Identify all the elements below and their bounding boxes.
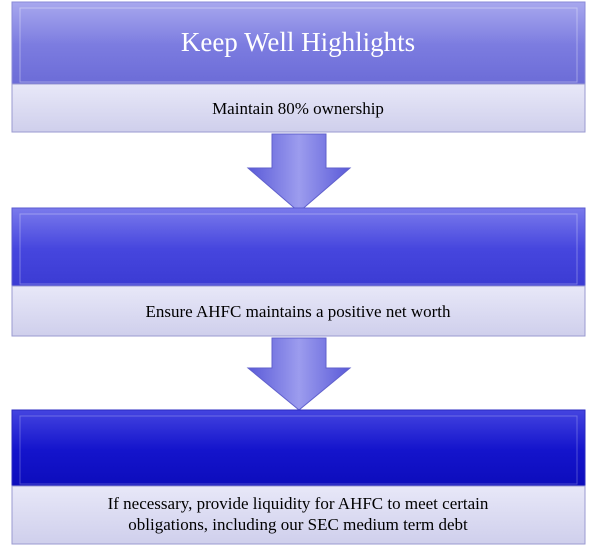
arrow	[246, 133, 352, 213]
bevel	[19, 7, 578, 83]
step-box	[11, 485, 586, 545]
step-text: Ensure AHFC maintains a positive net wor…	[145, 302, 451, 321]
title: Keep Well Highlights	[181, 27, 415, 57]
arrow	[246, 337, 352, 411]
bevel	[19, 415, 578, 485]
header-box	[11, 409, 586, 491]
header-box	[11, 207, 586, 291]
step-text: If necessary, provide liquidity for AHFC…	[108, 494, 489, 513]
step-box	[11, 83, 586, 133]
header-box	[11, 1, 586, 89]
bevel	[19, 213, 578, 285]
step-box	[11, 285, 586, 337]
step-text: obligations, including our SEC medium te…	[128, 515, 468, 534]
step-text: Maintain 80% ownership	[212, 99, 384, 118]
